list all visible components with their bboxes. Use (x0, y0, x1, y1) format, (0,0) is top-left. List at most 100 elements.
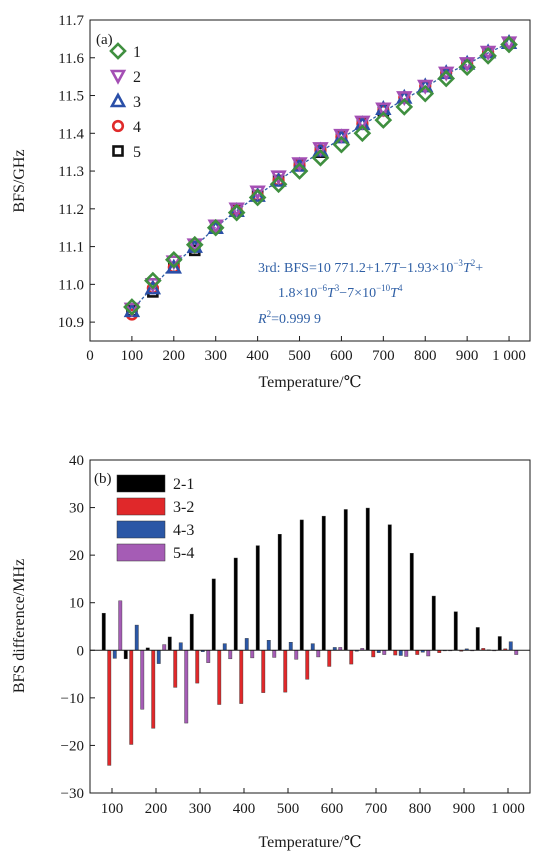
panel-a-x-tick-label: 100 (121, 348, 144, 364)
panel-b-bar-5-4 (514, 650, 519, 655)
panel-b-x-axis-label: Temperature/℃ (259, 834, 362, 851)
panel-b-bar-2-1 (321, 515, 326, 651)
panel-b-bar-3-2 (239, 650, 244, 704)
panel-b-bar-5-4 (404, 650, 409, 657)
panel-a-fit-equation-line2: 1.8×10−6T3−7×10−10T4 (278, 283, 403, 301)
panel-b-x-tick-label: 1 000 (491, 801, 525, 817)
panel-b-y-tick-label: 40 (69, 453, 84, 469)
panel-b-bar-3-2 (305, 650, 310, 680)
panel-a-x-tick-label: 400 (246, 348, 269, 364)
panel-a-legend-marker-2 (109, 69, 127, 85)
panel-a-point-series-2 (291, 157, 308, 173)
panel-a-y-tick-label: 10.9 (58, 315, 84, 331)
panel-a-point-series-1 (374, 111, 393, 129)
panel-a-y-axis-label: BFS/GHz (11, 149, 28, 212)
panel-b-bar-2-1 (475, 627, 480, 651)
panel-b-bar-4-3 (288, 642, 293, 651)
panel-b-x-tick-label: 500 (277, 801, 300, 817)
panel-b-y-tick-label: 0 (77, 643, 85, 659)
panel-a-legend-label: 3 (133, 94, 141, 111)
panel-b-bar-2-1 (277, 534, 282, 651)
panel-a-point-series-2 (312, 142, 329, 158)
panel-b-bar-5-4 (250, 650, 255, 659)
panel-b-x-tick-label: 100 (101, 801, 124, 817)
panel-a-legend-marker-3 (109, 92, 127, 108)
panel-a-point-series-2 (333, 128, 350, 144)
panel-b-bar-3-2 (107, 650, 112, 766)
panel-a-point-series-1 (144, 271, 162, 290)
panel-a-point-series-1 (164, 250, 183, 269)
panel-b-bar-2-1 (453, 611, 458, 651)
panel-b-x-tick-label: 600 (321, 801, 344, 817)
panel-a-x-tick-label: 300 (204, 348, 227, 364)
panel-a-point-series-1 (458, 58, 476, 77)
panel-b-bar-5-4 (228, 650, 233, 660)
panel-b-x-tick-label: 400 (233, 801, 256, 817)
panel-a-point-series-2 (396, 91, 413, 107)
panel-a-x-tick-label: 900 (456, 348, 479, 364)
panel-b-plot-frame (89, 459, 531, 794)
panel-a-x-tick-label: 700 (372, 348, 395, 364)
panel-b-bar-2-1 (387, 524, 392, 651)
panel-b-legend-label: 2-1 (173, 476, 194, 493)
panel-a-point-series-2 (417, 79, 434, 95)
panel-b-ticks: 100 200 300 400 500 600 700 800 900 1 000−30−20−1… (61, 453, 525, 817)
panel-b-bar-3-2 (371, 650, 376, 658)
panel-b-bar-3-2 (151, 650, 156, 729)
panel-b-legend-label: 5-4 (173, 545, 194, 562)
panel-b-bar-5-4 (118, 600, 123, 651)
panel-b-bar-5-4 (140, 650, 145, 710)
panel-b-legend-label: 4-3 (173, 522, 194, 539)
panel-a-x-tick-label: 800 (414, 348, 437, 364)
panel-a-x-tick-label: 600 (330, 348, 353, 364)
panel-b-bar-2-1 (343, 509, 348, 651)
panel-b-bar-3-2 (129, 650, 134, 745)
panel-a-point-series-2 (270, 170, 287, 186)
panel-a-point-series-2 (375, 102, 392, 118)
panel-b-legend-swatch-2-1 (116, 474, 166, 493)
panel-b-x-tick-label: 700 (365, 801, 388, 817)
panel-a-legend-label: 2 (133, 69, 141, 86)
panel-b-bar-2-1 (497, 636, 502, 651)
panel-a-point-series-1 (123, 298, 141, 316)
panel-b-bar-5-4 (382, 650, 387, 655)
panel-b-bar-3-2 (195, 650, 200, 684)
panel-b-x-tick-label: 900 (453, 801, 476, 817)
panel-b-bar-4-3 (222, 643, 227, 651)
panel-b-bar-3-2 (415, 650, 420, 655)
panel-b-bar-chart: 100 200 300 400 500 600 700 800 900 1 000−30−20−1… (11, 453, 531, 851)
panel-b-bar-2-1 (101, 612, 106, 651)
panel-a-x-tick-label: 1 000 (492, 348, 526, 364)
panel-b-bar-5-4 (272, 650, 277, 658)
panel-a-y-tick-label: 11.1 (58, 240, 84, 256)
panel-a-point-series-1 (353, 124, 372, 143)
panel-a-legend-label: 5 (133, 144, 141, 161)
panel-a-point-series-3 (144, 279, 162, 295)
panel-b-x-tick-label: 200 (145, 801, 168, 817)
panel-b-bar-5-4 (206, 650, 211, 663)
panel-a-fit-r2: R2=0.999 9 (257, 309, 321, 327)
panel-a-point-series-2 (354, 115, 371, 131)
panel-a-y-tick-label: 11.0 (58, 277, 84, 293)
panel-b-legend-label: 3-2 (173, 499, 194, 516)
panel-a-label: (a) (96, 32, 113, 48)
panel-a-point-series-1 (416, 84, 435, 103)
panel-b-bar-2-1 (431, 595, 436, 651)
panel-a-x-tick-label: 500 (288, 348, 311, 364)
panel-b-bar-3-2 (349, 650, 354, 665)
panel-b-bar-4-3 (310, 643, 315, 651)
panel-a-point-series-1 (500, 35, 518, 54)
panel-b-legend: 2-1 3-2 4-3 5-4 (116, 474, 194, 562)
panel-b-bar-3-2 (261, 650, 266, 693)
panel-b-bar-2-1 (167, 636, 172, 651)
panel-a-y-tick-label: 11.6 (58, 51, 84, 67)
panel-b-x-tick-label: 800 (409, 801, 432, 817)
panel-a-legend-label: 1 (133, 44, 141, 61)
panel-b-y-tick-label: 30 (69, 501, 84, 517)
panel-a-legend-label: 4 (133, 119, 141, 136)
panel-b-bar-2-1 (255, 545, 260, 651)
panel-b-bar-5-4 (294, 650, 299, 660)
panel-b-bar-3-2 (283, 650, 288, 693)
panel-a-x-tick-label: 200 (163, 348, 186, 364)
